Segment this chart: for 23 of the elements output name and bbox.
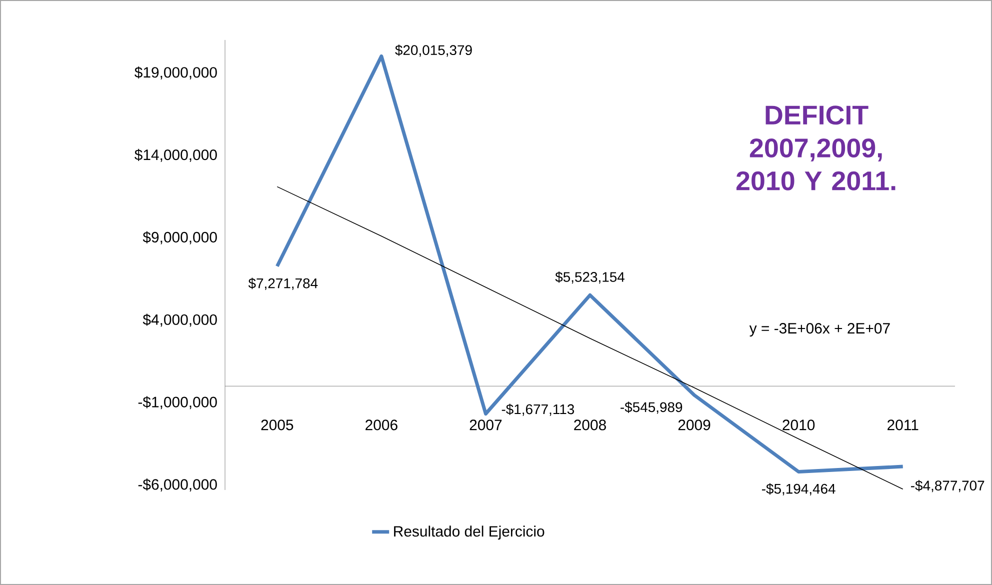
y-tick-label: $4,000,000 bbox=[142, 314, 217, 327]
x-tick-label: 2010 bbox=[782, 420, 815, 430]
data-label: -$4,877,707 bbox=[911, 480, 984, 492]
data-label: -$545,989 bbox=[620, 402, 682, 414]
data-label: -$5,194,464 bbox=[762, 483, 836, 496]
data-label: -$1,677,113 bbox=[502, 404, 574, 416]
data-label: $7,271,784 bbox=[248, 278, 318, 290]
annotation: y = -3E+06x + 2E+07 bbox=[749, 323, 890, 337]
x-tick-label: 2005 bbox=[261, 420, 294, 430]
y-tick-label: $14,000,000 bbox=[134, 148, 217, 162]
data-label: $5,523,154 bbox=[555, 271, 624, 284]
x-tick-label: 2009 bbox=[678, 420, 710, 430]
y-tick-label: -$6,000,000 bbox=[138, 478, 217, 492]
x-tick-label: 2008 bbox=[574, 420, 606, 430]
data-label: $20,015,379 bbox=[395, 44, 472, 57]
y-tick-label: -$1,000,000 bbox=[138, 396, 217, 410]
legend-label: Resultado del Ejercicio bbox=[394, 526, 544, 540]
x-tick-label: 2011 bbox=[888, 420, 918, 430]
annotation: DEFICIT 2007,2009, 2010 Y 2011. bbox=[736, 106, 896, 190]
y-tick-label: $19,000,000 bbox=[134, 66, 217, 80]
x-tick-label: 2007 bbox=[470, 420, 502, 430]
y-tick-label: $9,000,000 bbox=[142, 231, 217, 244]
x-tick-label: 2006 bbox=[366, 420, 398, 430]
